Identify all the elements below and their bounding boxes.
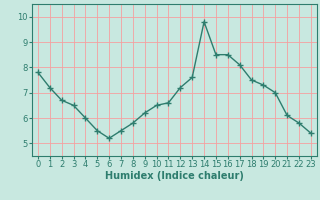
X-axis label: Humidex (Indice chaleur): Humidex (Indice chaleur)	[105, 171, 244, 181]
